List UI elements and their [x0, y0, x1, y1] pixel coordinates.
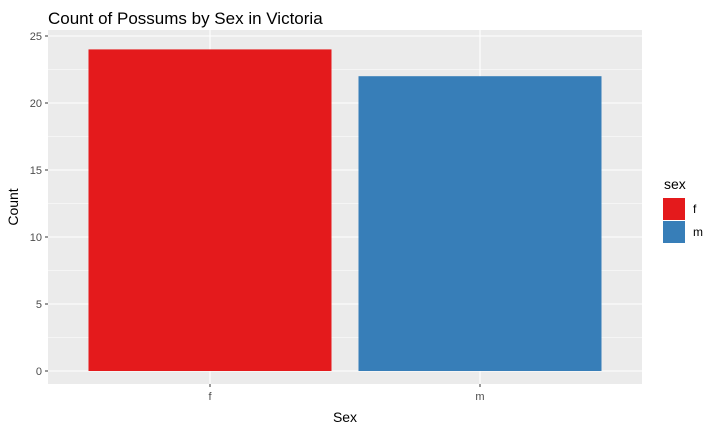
x-axis-title: Sex: [333, 409, 357, 425]
y-tick-label: 15: [30, 165, 42, 177]
legend-key-m: [663, 221, 685, 243]
legend-key-f: [663, 198, 685, 220]
y-tick-label: 10: [30, 232, 42, 244]
bars: [88, 49, 602, 372]
y-axis-title: Count: [5, 188, 21, 225]
legend: sex fm: [663, 176, 703, 243]
y-tick-label: 20: [30, 98, 42, 110]
bar-f: [88, 49, 332, 372]
legend-label: f: [693, 202, 697, 216]
chart-title: Count of Possums by Sex in Victoria: [48, 9, 323, 28]
y-axis: 0 5 10 15 20 25: [30, 31, 48, 378]
legend-label: m: [693, 225, 703, 239]
x-tick-label: f: [208, 391, 212, 403]
bar-m: [358, 76, 602, 371]
y-tick-label: 0: [36, 366, 42, 378]
y-tick-label: 25: [30, 31, 42, 43]
y-tick-label: 5: [36, 299, 42, 311]
legend-title: sex: [664, 176, 686, 192]
x-tick-label: m: [475, 391, 484, 403]
